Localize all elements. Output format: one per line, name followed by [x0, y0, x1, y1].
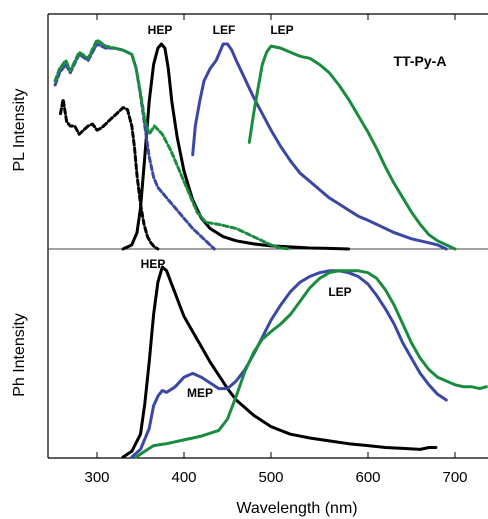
- x-tick-label-300: 300: [84, 469, 109, 486]
- bottom-series-line-2: [134, 269, 488, 459]
- x-tick-labels: 300 400 500 600 700: [84, 469, 467, 486]
- x-tick-label-700: 700: [442, 469, 467, 486]
- panel-title: TT-Py-A: [394, 53, 447, 69]
- top-series-line-0: [121, 42, 351, 251]
- bottom-label-mep: MEP: [187, 386, 213, 400]
- top-y-axis-title: PL Intensity: [11, 88, 28, 171]
- top-label-lep: LEP: [270, 23, 293, 37]
- x-axis-title: Wavelength (nm): [236, 500, 357, 517]
- top-panel-series: [53, 38, 457, 251]
- top-series-line-3: [53, 38, 292, 251]
- top-series-line-1: [59, 97, 160, 251]
- top-series-line-5: [247, 44, 457, 251]
- axes-frame: [47, 13, 488, 459]
- bottom-series-line-1: [130, 269, 448, 459]
- bottom-panel-series: [121, 265, 488, 459]
- bottom-label-lep: LEP: [328, 285, 351, 299]
- x-tick-label-600: 600: [355, 469, 380, 486]
- x-tick-label-500: 500: [258, 469, 283, 486]
- bottom-y-axis-title: Ph Intensity: [11, 313, 28, 397]
- bottom-label-hep: HEP: [141, 257, 166, 271]
- top-series-line-4: [191, 42, 448, 251]
- bottom-series-line-0: [121, 265, 438, 459]
- x-tick-marks: [96, 14, 456, 458]
- x-tick-label-400: 400: [171, 469, 196, 486]
- top-label-lef: LEF: [213, 23, 236, 37]
- top-label-hep: HEP: [148, 23, 173, 37]
